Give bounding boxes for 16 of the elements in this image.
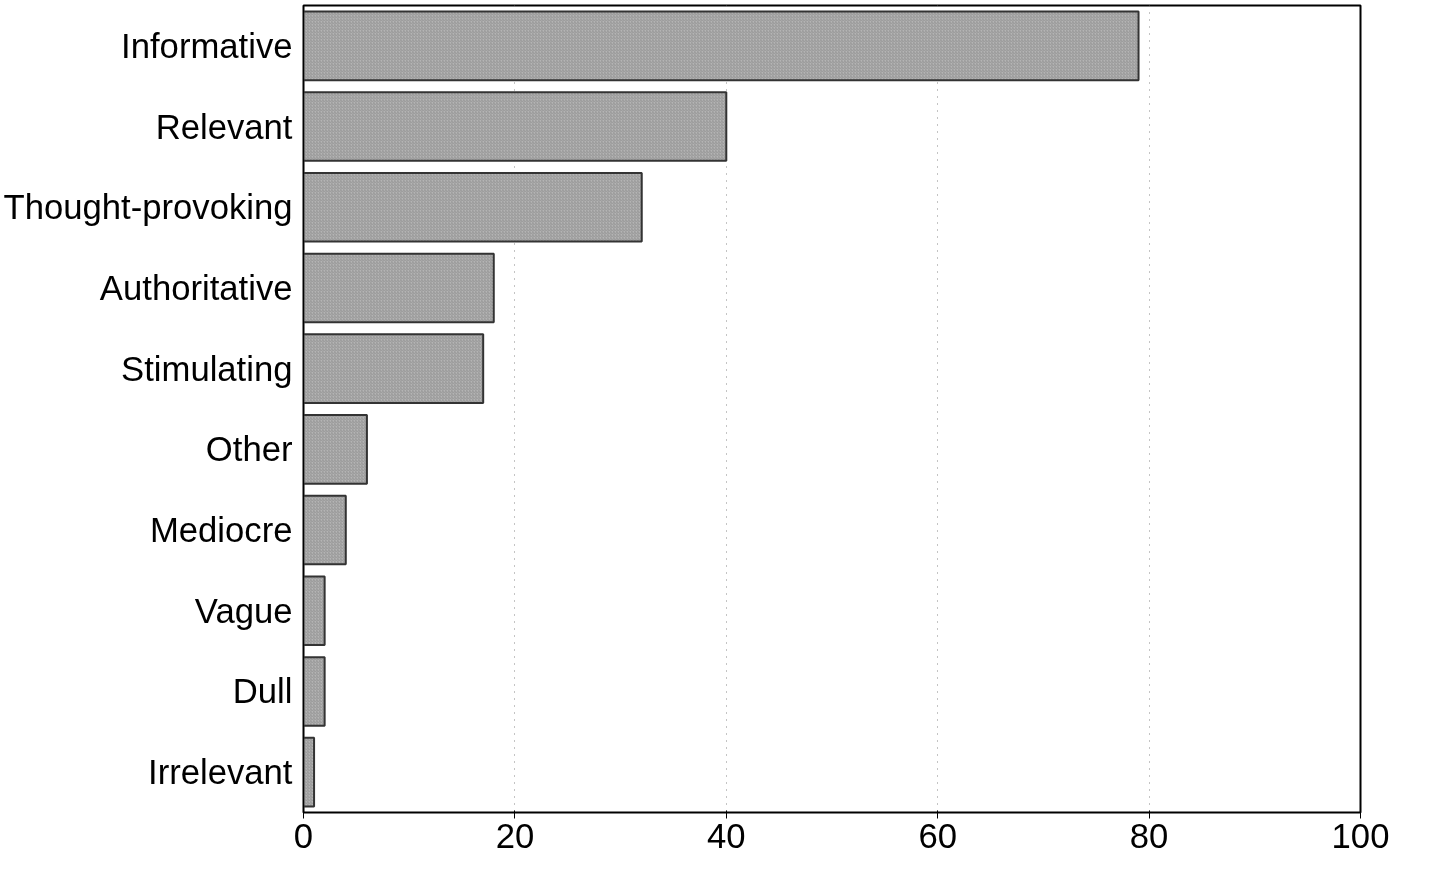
y-tick-label: Other	[205, 430, 293, 469]
y-tick-label: Mediocre	[149, 511, 293, 550]
y-tick-label: Informative	[121, 26, 293, 65]
x-tick-label: 80	[1129, 816, 1169, 855]
y-tick-label: Vague	[194, 591, 293, 630]
x-tick-label: 40	[707, 816, 746, 855]
y-tick-label: Authoritative	[99, 268, 293, 307]
y-tick-label: Relevant	[155, 107, 293, 146]
y-tick-label: Stimulating	[121, 349, 293, 388]
x-tick-label: 60	[918, 816, 957, 855]
x-tick-label: 100	[1331, 816, 1390, 855]
y-tick-label: Dull	[232, 672, 293, 711]
x-tick-label: 20	[495, 816, 535, 855]
x-tick-label: 0	[293, 816, 314, 855]
y-tick-label: Thought-provoking	[3, 188, 293, 227]
y-tick-label: Irrelevant	[148, 753, 293, 792]
